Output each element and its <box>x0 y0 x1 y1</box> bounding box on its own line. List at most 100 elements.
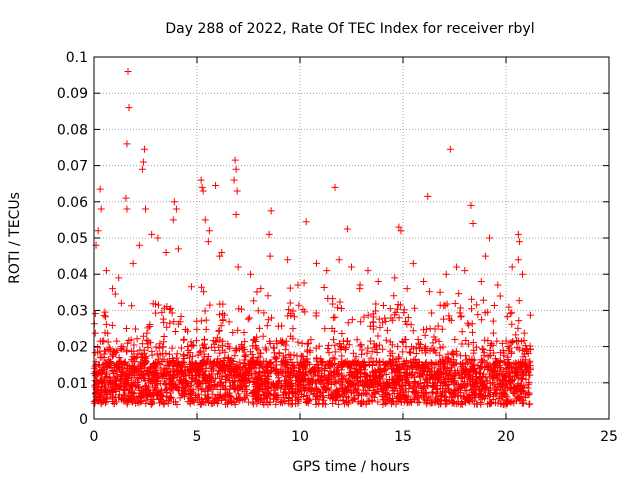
data-point <box>513 393 521 401</box>
data-point <box>153 392 161 400</box>
data-point <box>216 368 224 376</box>
data-point <box>111 385 119 393</box>
data-point <box>519 397 527 405</box>
data-point <box>503 313 511 321</box>
data-point <box>504 343 512 351</box>
data-point <box>257 285 265 293</box>
data-point <box>286 284 294 292</box>
y-axis-title: ROTI / TECUs <box>7 192 23 284</box>
chart-title: Day 288 of 2022, Rate Of TEC Index for r… <box>165 21 534 37</box>
data-point <box>520 329 528 337</box>
data-point <box>97 392 105 400</box>
data-point <box>141 354 149 362</box>
data-point <box>289 325 297 333</box>
data-point <box>152 343 160 351</box>
data-point <box>407 343 415 351</box>
data-point <box>364 311 372 319</box>
data-point <box>168 381 176 389</box>
data-point <box>224 342 232 350</box>
data-point <box>444 375 452 383</box>
data-point <box>500 352 508 360</box>
data-point <box>200 288 208 296</box>
data-point <box>108 321 116 329</box>
data-point <box>491 361 499 369</box>
data-point <box>353 388 361 396</box>
data-point <box>91 389 99 397</box>
data-point <box>464 340 472 348</box>
data-point <box>194 390 202 398</box>
data-point <box>264 316 272 324</box>
data-point <box>228 398 236 406</box>
data-point <box>226 397 234 405</box>
data-point <box>215 343 223 351</box>
data-point <box>508 263 516 271</box>
data-point <box>213 399 221 407</box>
data-point <box>216 374 224 382</box>
data-point <box>508 320 516 328</box>
data-point <box>139 371 147 379</box>
data-point <box>378 391 386 399</box>
data-point <box>462 337 470 345</box>
data-point <box>383 326 391 334</box>
data-point <box>344 385 352 393</box>
data-point <box>525 379 533 387</box>
data-point <box>379 400 387 408</box>
data-point <box>400 360 408 368</box>
data-point <box>379 345 387 353</box>
data-point <box>400 309 408 317</box>
data-point <box>99 366 107 374</box>
data-point <box>295 301 303 309</box>
data-point <box>240 329 248 337</box>
data-point <box>386 305 394 313</box>
data-point <box>349 349 357 357</box>
data-point <box>250 297 258 305</box>
data-point <box>103 372 111 380</box>
data-point <box>423 382 431 390</box>
data-point <box>383 398 391 406</box>
data-point <box>504 370 512 378</box>
data-point <box>284 256 292 264</box>
data-point <box>487 341 495 349</box>
data-point <box>179 379 187 387</box>
data-point <box>154 234 162 242</box>
data-point <box>337 358 345 366</box>
data-point <box>263 392 271 400</box>
data-point <box>278 339 286 347</box>
data-point <box>231 156 239 164</box>
data-point <box>469 338 477 346</box>
data-point <box>117 299 125 307</box>
data-point <box>179 359 187 367</box>
data-point <box>245 314 253 322</box>
data-point <box>209 390 217 398</box>
data-point <box>153 359 161 367</box>
data-point <box>207 400 215 408</box>
data-point <box>229 329 237 337</box>
data-point <box>406 349 414 357</box>
data-point <box>358 397 366 405</box>
data-point <box>166 305 174 313</box>
data-point <box>293 358 301 366</box>
data-point <box>167 394 175 402</box>
data-point <box>344 361 352 369</box>
data-point <box>337 379 345 387</box>
data-point <box>344 400 352 408</box>
data-point <box>436 358 444 366</box>
data-point <box>235 390 243 398</box>
data-point <box>163 323 171 331</box>
x-tick-label: 0 <box>90 429 99 445</box>
data-point <box>478 380 486 388</box>
data-point <box>300 386 308 394</box>
data-point <box>157 396 165 404</box>
data-point <box>357 341 365 349</box>
data-point <box>409 327 417 335</box>
data-point <box>281 383 289 391</box>
data-point <box>268 314 276 322</box>
data-point <box>478 392 486 400</box>
data-point <box>110 399 118 407</box>
data-point <box>356 342 364 350</box>
data-point <box>517 385 525 393</box>
data-point <box>142 399 150 407</box>
data-point <box>304 339 312 347</box>
data-point <box>364 378 372 386</box>
data-point <box>242 383 250 391</box>
